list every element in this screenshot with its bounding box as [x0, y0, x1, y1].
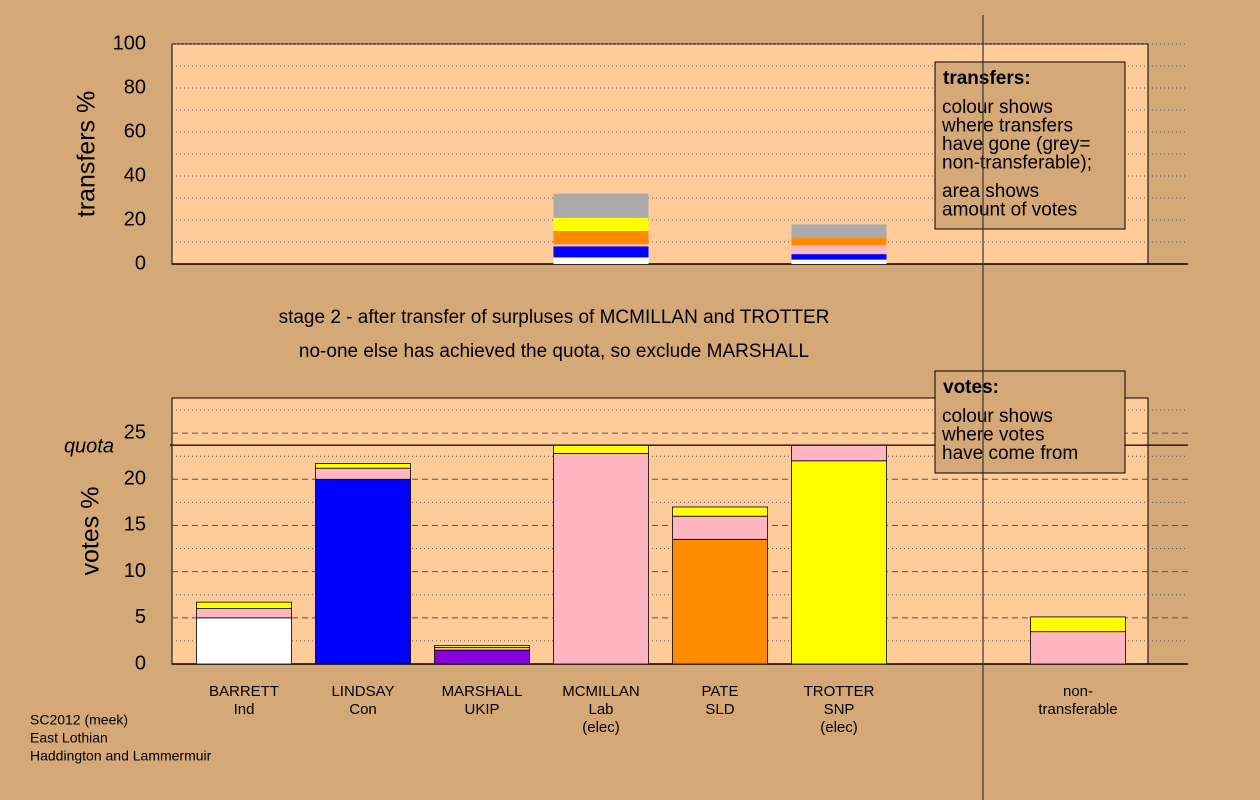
- y-tick-label: 20: [124, 468, 146, 490]
- bar-segment: [791, 444, 887, 462]
- bar-segment: [1030, 631, 1126, 665]
- x-tick-label: MCMILLAN: [562, 683, 640, 700]
- x-tick-label: PATE: [702, 683, 739, 700]
- legend-text: have come from: [942, 443, 1078, 464]
- bar-segment: [791, 245, 887, 255]
- bar-segment: [553, 217, 649, 231]
- bar-segment: [315, 463, 411, 469]
- x-tick-label: transferable: [1038, 701, 1117, 718]
- bar-segment: [791, 237, 887, 246]
- x-tick-label: SLD: [705, 701, 734, 718]
- x-tick-label: UKIP: [464, 701, 499, 718]
- x-tick-label: Ind: [234, 701, 255, 718]
- x-tick-label: non-: [1063, 683, 1093, 700]
- y-tick-label: 60: [124, 120, 146, 142]
- y-tick-label: 100: [113, 32, 146, 54]
- bar-segment: [553, 193, 649, 218]
- legend-box: [934, 370, 1126, 474]
- x-tick-label: TROTTER: [804, 683, 875, 700]
- x-tick-label: (elec): [582, 719, 620, 736]
- legend-text: colour shows: [942, 406, 1053, 427]
- quota-label: quota: [64, 435, 114, 457]
- legend-text: colour shows: [942, 97, 1053, 118]
- x-tick-label: Lab: [588, 701, 613, 718]
- bar-segment: [553, 257, 649, 264]
- bar-segment: [434, 645, 530, 648]
- bar-segment: [791, 224, 887, 238]
- bar-segment: [434, 646, 530, 651]
- x-tick-label: BARRETT: [209, 683, 279, 700]
- bar-segment: [672, 538, 768, 665]
- y-tick-label: 20: [124, 208, 146, 230]
- legend-text: have gone (grey=: [942, 134, 1090, 155]
- legend-text: where votes: [941, 425, 1044, 446]
- x-tick-label: SNP: [824, 701, 855, 718]
- legend-text: non-transferable);: [942, 153, 1092, 174]
- legend-title: votes:: [943, 377, 999, 398]
- footer-text: Haddington and Lammermuir: [30, 748, 212, 764]
- legend-text: amount of votes: [942, 200, 1077, 221]
- bar-segment: [791, 460, 887, 665]
- bar-segment: [196, 601, 292, 609]
- footer-text: SC2012 (meek): [30, 712, 128, 728]
- y-tick-label: 5: [135, 606, 146, 628]
- x-tick-label: (elec): [820, 719, 858, 736]
- bar-segment: [553, 231, 649, 245]
- bar-segment: [434, 649, 530, 665]
- x-tick-label: LINDSAY: [331, 683, 394, 700]
- bar-segment: [315, 478, 411, 665]
- bar-segment: [1030, 616, 1126, 633]
- bar-segment: [196, 608, 292, 619]
- y-tick-label: 80: [124, 76, 146, 98]
- bar-segment: [791, 254, 887, 260]
- footer-text: East Lothian: [30, 730, 108, 746]
- bar-segment: [553, 444, 649, 454]
- stage-text: stage 2 - after transfer of surpluses of…: [279, 307, 830, 328]
- legend-text: where transfers: [941, 116, 1073, 137]
- bar-segment: [196, 617, 292, 665]
- y-axis-title: transfers %: [73, 91, 101, 217]
- bar-segment: [553, 244, 649, 247]
- y-axis-title: votes %: [77, 487, 105, 576]
- y-tick-label: 0: [135, 652, 146, 674]
- legend-title: transfers:: [943, 68, 1031, 89]
- y-tick-label: 40: [124, 164, 146, 186]
- bar-segment: [672, 515, 768, 540]
- legend-text: area shows: [942, 181, 1039, 202]
- y-tick-label: 15: [124, 514, 146, 536]
- y-tick-label: 0: [135, 252, 146, 274]
- bar-segment: [553, 453, 649, 665]
- y-tick-label: 10: [124, 560, 146, 582]
- bar-segment: [791, 259, 887, 264]
- bar-segment: [315, 467, 411, 480]
- x-tick-label: Con: [349, 701, 377, 718]
- y-tick-label: 25: [124, 421, 146, 443]
- x-tick-label: MARSHALL: [442, 683, 523, 700]
- bar-segment: [553, 246, 649, 258]
- stage-text: no-one else has achieved the quota, so e…: [299, 341, 809, 362]
- bar-segment: [672, 506, 768, 517]
- legend-box: [934, 61, 1126, 230]
